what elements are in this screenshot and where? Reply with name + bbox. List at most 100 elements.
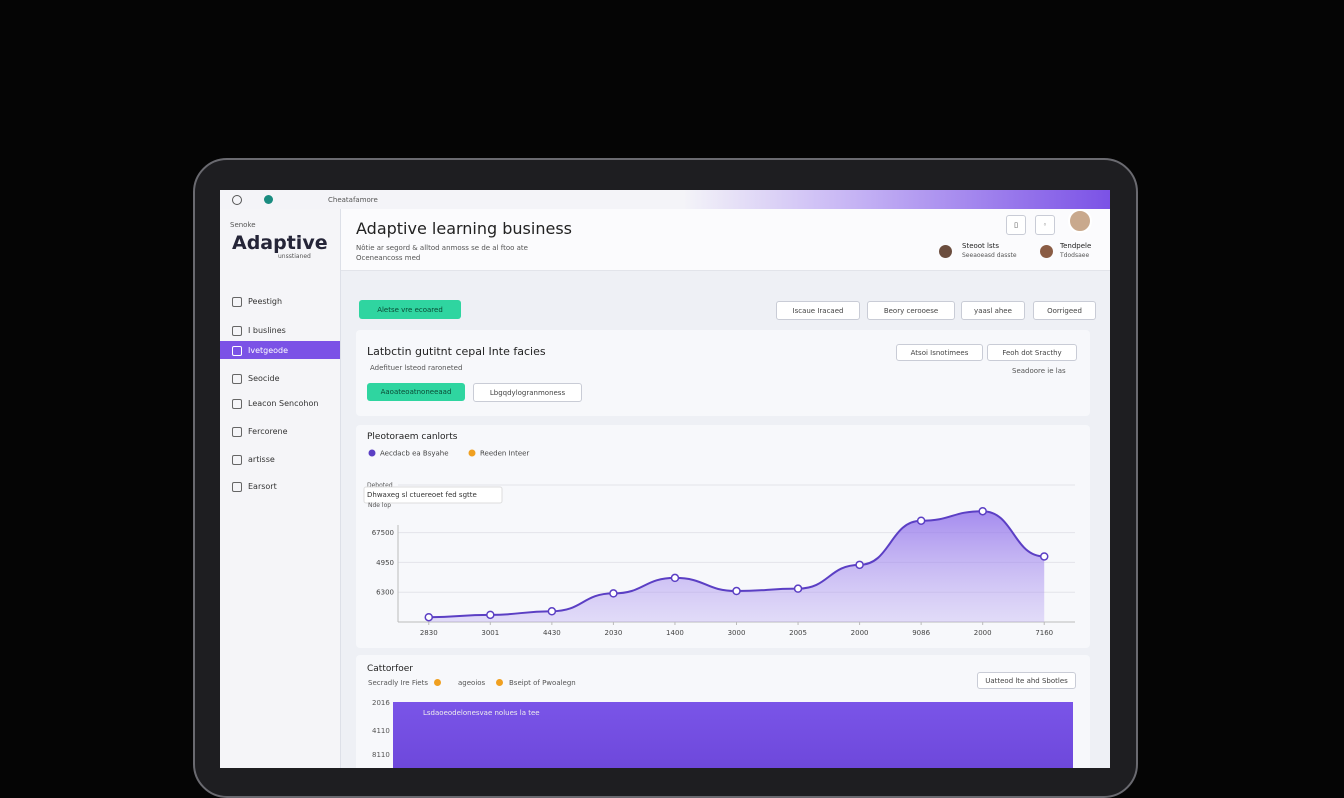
point [486, 610, 495, 620]
browser-icon[interactable] [264, 195, 273, 204]
avatar [939, 245, 952, 258]
active-nav-bg [220, 341, 340, 359]
legend-label: Reeden Inteer [480, 450, 529, 458]
filter[interactable]: Oorrigeed [1033, 301, 1096, 320]
y-tick-label: 67500 [372, 529, 394, 537]
nav-icon [232, 399, 242, 409]
user-name: Tendpele [1060, 242, 1092, 250]
filter[interactable]: Iscaue Iracaed [776, 301, 860, 320]
page-subtitle: Oceneancoss med [356, 254, 421, 262]
user-sub: Tdodsaee [1060, 252, 1090, 259]
x-tick-label: 3001 [481, 629, 499, 637]
x-tick-label: 1400 [666, 629, 684, 637]
card: Latbctin gutitnt cepal Inte facies Adefi… [356, 330, 1090, 416]
avatar[interactable] [1068, 209, 1092, 233]
nav-item[interactable]: I buslines [220, 321, 340, 339]
point [978, 506, 987, 516]
y-label: Deboted [367, 482, 393, 489]
secondary-button[interactable]: Lbgqdylogranmoness [473, 383, 582, 402]
bottom-card: Cattorfoer Secradly Ire Fiets ageoios Bs… [356, 655, 1090, 768]
icon-button[interactable]: ◦ [1035, 215, 1055, 235]
nav-label[interactable]: Leacon Sencohon [248, 398, 319, 408]
filter[interactable]: yaasl ahee [961, 301, 1025, 320]
x-tick-label: 7160 [1035, 629, 1053, 637]
nav-label[interactable]: Seocide [248, 373, 280, 383]
card-button[interactable]: Feoh dot Sracthy [987, 344, 1077, 361]
x-tick-label: 9086 [912, 629, 930, 637]
legend-dot [468, 449, 476, 457]
nav-icon [232, 346, 242, 356]
card-subtitle: Adefituer lsteod raroneted [370, 364, 463, 372]
y-tick-label: 8110 [372, 751, 390, 759]
browser-icon [232, 195, 242, 205]
browser-tab[interactable]: Cheatafamore [328, 196, 378, 204]
nav-label[interactable]: Ivetgeode [248, 345, 289, 355]
point [424, 612, 434, 622]
x-tick-label: 2005 [789, 629, 807, 637]
nav-item[interactable]: Peestigh [220, 292, 340, 310]
card-title: Latbctin gutitnt cepal Inte facies [367, 345, 546, 358]
x-tick-label: 2000 [974, 629, 992, 637]
nav-icon [232, 455, 242, 465]
trend-chart: Pleotoraem canlorts Deboted Dhwaxeg sl c… [356, 425, 1090, 648]
avatar [1040, 245, 1053, 258]
x-tick-label: 3000 [728, 629, 746, 637]
x-tick-label: 2830 [420, 629, 438, 637]
nav-item[interactable]: Fercorene [220, 422, 340, 440]
brand-sub: unsstianed [278, 253, 311, 260]
nav-label[interactable]: Fercorene [248, 426, 288, 436]
legend-item: Bseipt of Pwoalegn [509, 679, 576, 687]
nav-item[interactable]: Ivetgeode [220, 341, 340, 359]
primary-button[interactable]: Aaoateoatnoneeaad [367, 383, 465, 401]
legend-item: ageoios [458, 679, 486, 687]
point [670, 573, 680, 583]
point [1039, 552, 1049, 561]
block-text: Lsdaoeodelonesvae nolues la tee [423, 709, 540, 717]
nav-item[interactable]: Earsort [220, 477, 340, 495]
area [428, 511, 1045, 622]
brand: Adaptive [232, 232, 328, 254]
screen: Cheatafamore Senoke Adaptive unsstianed … [220, 190, 1110, 768]
user-name: Steoot lsts [962, 242, 1000, 250]
nav-label[interactable]: Earsort [248, 481, 277, 491]
y-tick-label: 6300 [376, 589, 394, 597]
card-button[interactable]: Uatteod lte ahd Sbotles [977, 672, 1076, 689]
purple-block: Lsdaoeodelonesvae nolues la tee [393, 702, 1073, 768]
filter[interactable]: Beory cerooese [867, 301, 955, 320]
icon-button[interactable]: ▯ [1006, 215, 1026, 235]
legend-dot [368, 449, 376, 457]
user-sub: Seeaoeasd dasste [962, 252, 1017, 259]
y-tick-label: 4950 [376, 559, 394, 567]
x-tick-label: 2030 [604, 629, 622, 637]
card-title: Cattorfoer [367, 664, 413, 674]
nav-icon [232, 326, 242, 336]
point [609, 589, 618, 598]
nav-item[interactable]: Seocide [220, 369, 340, 387]
annotation: Dhwaxeg sl ctuereoet fed sgtte [367, 491, 477, 499]
nav-item[interactable]: artisse [220, 450, 340, 468]
header: Adaptive learning business Nôtie ar sego… [341, 209, 1110, 271]
line [428, 510, 1045, 619]
nav-icon [232, 427, 242, 437]
x-tick-label: 4430 [543, 629, 561, 637]
point [793, 584, 803, 593]
nav-label[interactable]: Peestigh [248, 296, 283, 306]
point [916, 516, 926, 525]
point [855, 560, 864, 570]
card-note: Seadoore ie las [1012, 367, 1066, 375]
legend-label: Aecdacb ea Bsyahe [380, 450, 449, 458]
sidebar: Senoke Adaptive unsstianed Peestigh I bus… [220, 209, 341, 768]
y-tick-label: 2016 [372, 699, 390, 707]
sidebar-link[interactable]: Senoke [230, 221, 256, 229]
primary-button[interactable]: Aletse vre ecoared [359, 300, 461, 319]
nav-label[interactable]: I buslines [248, 325, 286, 335]
annotation-box [363, 486, 503, 504]
page-title: Adaptive learning business [356, 219, 572, 238]
nav-icon [232, 374, 242, 384]
card-button[interactable]: Atsoi Isnotimees [896, 344, 983, 361]
y-unit: Nde lop [368, 502, 391, 509]
y-tick-label: 4110 [372, 727, 390, 735]
nav-label[interactable]: artisse [248, 454, 275, 464]
nav-item[interactable]: Leacon Sencohon [220, 394, 340, 412]
nav-icon [232, 482, 242, 492]
